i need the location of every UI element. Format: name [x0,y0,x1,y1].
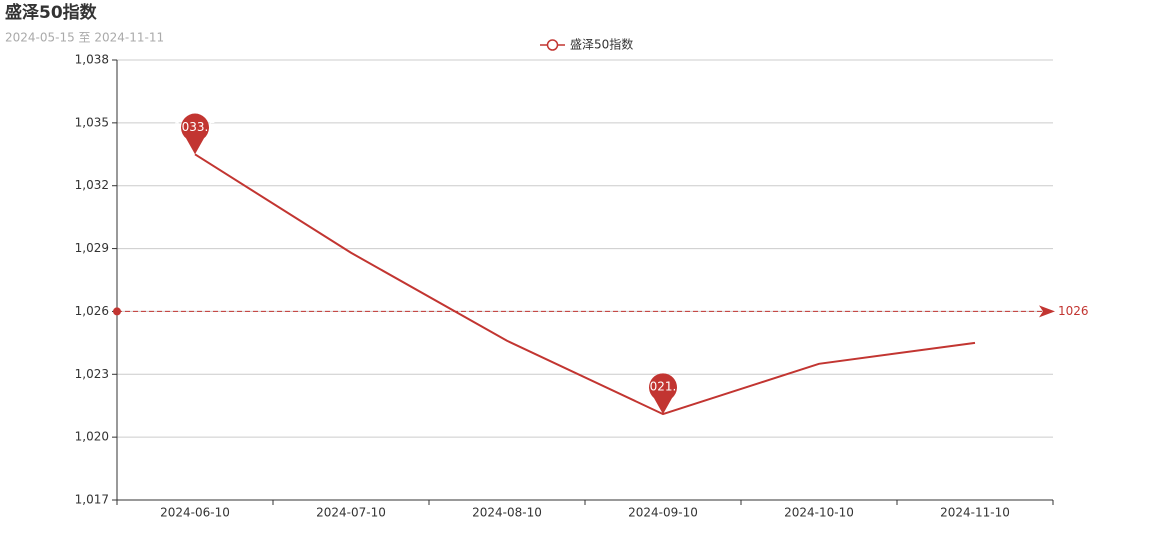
y-tick-label: 1,017 [75,493,109,507]
y-tick-label: 1,035 [75,115,109,129]
mark-point [181,113,210,155]
legend-label: 盛泽50指数 [570,37,633,52]
y-tick-label: 1,032 [75,178,109,192]
x-tick-label: 2024-09-10 [628,506,698,520]
legend-icon [546,39,559,51]
mark-point-label: 1021.1 [642,380,684,394]
y-tick-label: 1,020 [75,430,109,444]
chart-title: 盛泽50指数 [5,2,98,23]
mark-line-arrow [1039,305,1055,318]
x-tick-label: 2024-10-10 [784,506,854,520]
mark-line-label: 1026 [1058,304,1089,318]
series-line [194,153,976,416]
x-tick-label: 2024-06-10 [160,506,230,520]
chart-subtitle: 2024-05-15 至 2024-11-11 [5,31,164,45]
mark-line-start [113,307,121,316]
y-tick-label: 1,038 [75,53,109,67]
y-tick-label: 1,026 [75,304,109,318]
x-tick-label: 2024-11-10 [940,506,1010,520]
x-tick-label: 2024-08-10 [472,506,542,520]
mark-point [649,373,678,415]
y-tick-label: 1,023 [75,367,109,381]
y-tick-label: 1,029 [75,241,109,255]
mark-point-label: 1033.5 [174,120,216,134]
x-tick-label: 2024-07-10 [316,506,386,520]
